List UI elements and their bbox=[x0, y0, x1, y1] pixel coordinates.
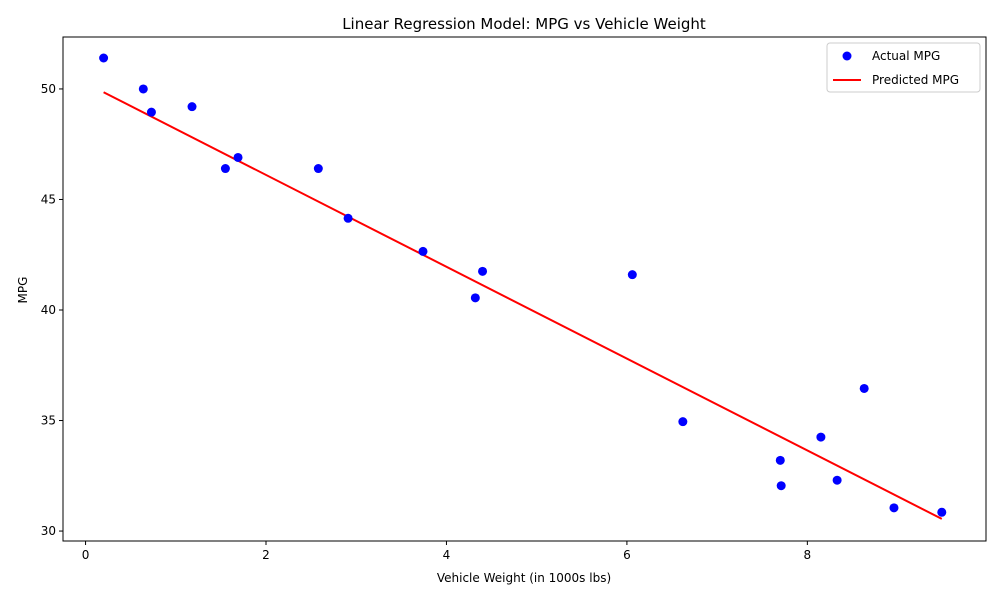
y-axis-label: MPG bbox=[16, 277, 30, 304]
actual-mpg-point bbox=[816, 432, 826, 442]
x-axis-label: Vehicle Weight (in 1000s lbs) bbox=[437, 571, 611, 585]
actual-mpg-point bbox=[937, 507, 947, 517]
actual-mpg-point bbox=[138, 84, 148, 94]
legend-label: Actual MPG bbox=[872, 49, 940, 63]
predicted-mpg-line bbox=[103, 91, 943, 520]
actual-mpg-point bbox=[418, 246, 428, 256]
actual-mpg-point bbox=[343, 213, 353, 223]
y-tick-label: 50 bbox=[41, 82, 56, 96]
y-tick-label: 30 bbox=[41, 524, 56, 538]
actual-mpg-point bbox=[775, 455, 785, 465]
legend: Actual MPG Predicted MPG bbox=[826, 42, 981, 93]
axes: 0 2 4 6 8 30 35 40 45 50 bbox=[41, 36, 987, 562]
plot-frame bbox=[62, 36, 987, 542]
x-tick-label: 8 bbox=[804, 548, 812, 562]
actual-mpg-point bbox=[678, 417, 688, 427]
y-tick-label: 40 bbox=[41, 303, 56, 317]
actual-mpg-point bbox=[627, 270, 637, 280]
actual-mpg-point bbox=[478, 266, 488, 276]
x-tick-label: 0 bbox=[82, 548, 90, 562]
y-tick-label: 45 bbox=[41, 192, 56, 206]
plot-area bbox=[99, 53, 947, 520]
x-tick-label: 2 bbox=[262, 548, 270, 562]
actual-mpg-point bbox=[889, 503, 899, 513]
legend-marker-actual bbox=[842, 51, 852, 61]
actual-mpg-point bbox=[220, 164, 230, 174]
actual-mpg-point bbox=[146, 107, 156, 117]
actual-mpg-point bbox=[99, 53, 109, 63]
actual-mpg-point bbox=[832, 475, 842, 485]
x-tick-label: 6 bbox=[623, 548, 631, 562]
actual-mpg-point bbox=[859, 383, 869, 393]
y-tick-label: 35 bbox=[41, 414, 56, 428]
legend-label: Predicted MPG bbox=[872, 73, 959, 87]
actual-mpg-point bbox=[233, 152, 243, 162]
actual-mpg-point bbox=[187, 102, 197, 112]
x-tick-label: 4 bbox=[443, 548, 451, 562]
actual-mpg-point bbox=[776, 481, 786, 491]
legend-box bbox=[826, 42, 981, 93]
actual-mpg-point bbox=[313, 164, 323, 174]
chart-title: Linear Regression Model: MPG vs Vehicle … bbox=[342, 15, 706, 33]
actual-mpg-point bbox=[470, 293, 480, 303]
